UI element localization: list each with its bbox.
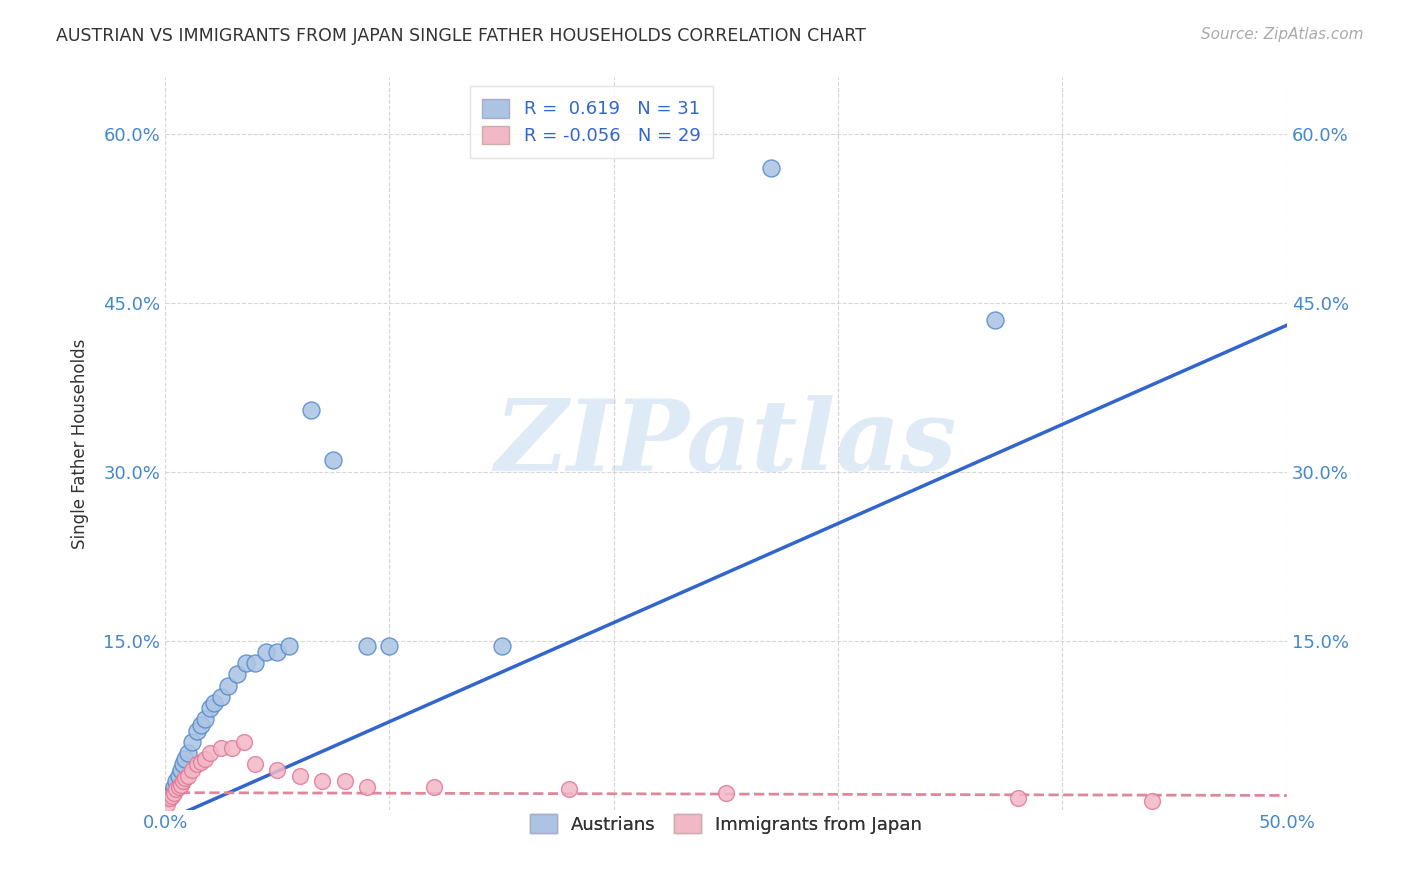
Point bbox=[170, 778, 193, 792]
Point bbox=[181, 763, 204, 777]
Point bbox=[198, 746, 221, 760]
Point bbox=[322, 453, 344, 467]
Point bbox=[209, 690, 232, 704]
Point bbox=[163, 786, 186, 800]
Point bbox=[356, 639, 378, 653]
Y-axis label: Single Father Households: Single Father Households bbox=[72, 338, 89, 549]
Point bbox=[198, 701, 221, 715]
Point bbox=[163, 780, 186, 794]
Point bbox=[174, 752, 197, 766]
Point bbox=[714, 786, 737, 800]
Point bbox=[491, 639, 513, 653]
Point bbox=[232, 735, 254, 749]
Point bbox=[277, 639, 299, 653]
Point bbox=[558, 782, 581, 797]
Point bbox=[170, 763, 193, 777]
Point bbox=[160, 789, 183, 803]
Point bbox=[159, 791, 181, 805]
Point bbox=[167, 769, 190, 783]
Point bbox=[1142, 793, 1164, 807]
Point bbox=[167, 780, 190, 794]
Point bbox=[181, 735, 204, 749]
Text: Source: ZipAtlas.com: Source: ZipAtlas.com bbox=[1201, 27, 1364, 42]
Text: ZIPatlas: ZIPatlas bbox=[495, 395, 957, 491]
Point bbox=[160, 786, 183, 800]
Point bbox=[159, 789, 181, 803]
Point bbox=[221, 740, 243, 755]
Point bbox=[299, 402, 322, 417]
Point bbox=[243, 656, 266, 670]
Point bbox=[172, 774, 194, 789]
Point bbox=[176, 769, 198, 783]
Point bbox=[165, 774, 187, 789]
Point bbox=[186, 723, 208, 738]
Point bbox=[225, 667, 247, 681]
Point bbox=[190, 756, 212, 770]
Point bbox=[266, 645, 288, 659]
Point bbox=[176, 746, 198, 760]
Point bbox=[984, 312, 1007, 326]
Point bbox=[156, 797, 179, 811]
Point bbox=[378, 639, 401, 653]
Point bbox=[190, 718, 212, 732]
Point bbox=[194, 713, 217, 727]
Point bbox=[1007, 791, 1029, 805]
Point bbox=[235, 656, 257, 670]
Point bbox=[174, 771, 197, 785]
Point bbox=[186, 757, 208, 772]
Legend: Austrians, Immigrants from Japan: Austrians, Immigrants from Japan bbox=[519, 804, 934, 845]
Point bbox=[423, 780, 446, 794]
Point bbox=[172, 757, 194, 772]
Point bbox=[311, 774, 333, 789]
Point bbox=[243, 757, 266, 772]
Point bbox=[217, 679, 239, 693]
Point bbox=[333, 774, 356, 789]
Point bbox=[288, 769, 311, 783]
Point bbox=[165, 782, 187, 797]
Point bbox=[266, 763, 288, 777]
Point bbox=[254, 645, 277, 659]
Point bbox=[356, 780, 378, 794]
Point bbox=[194, 752, 217, 766]
Point bbox=[156, 791, 179, 805]
Point bbox=[759, 161, 782, 175]
Text: AUSTRIAN VS IMMIGRANTS FROM JAPAN SINGLE FATHER HOUSEHOLDS CORRELATION CHART: AUSTRIAN VS IMMIGRANTS FROM JAPAN SINGLE… bbox=[56, 27, 866, 45]
Point bbox=[204, 696, 226, 710]
Point bbox=[209, 740, 232, 755]
